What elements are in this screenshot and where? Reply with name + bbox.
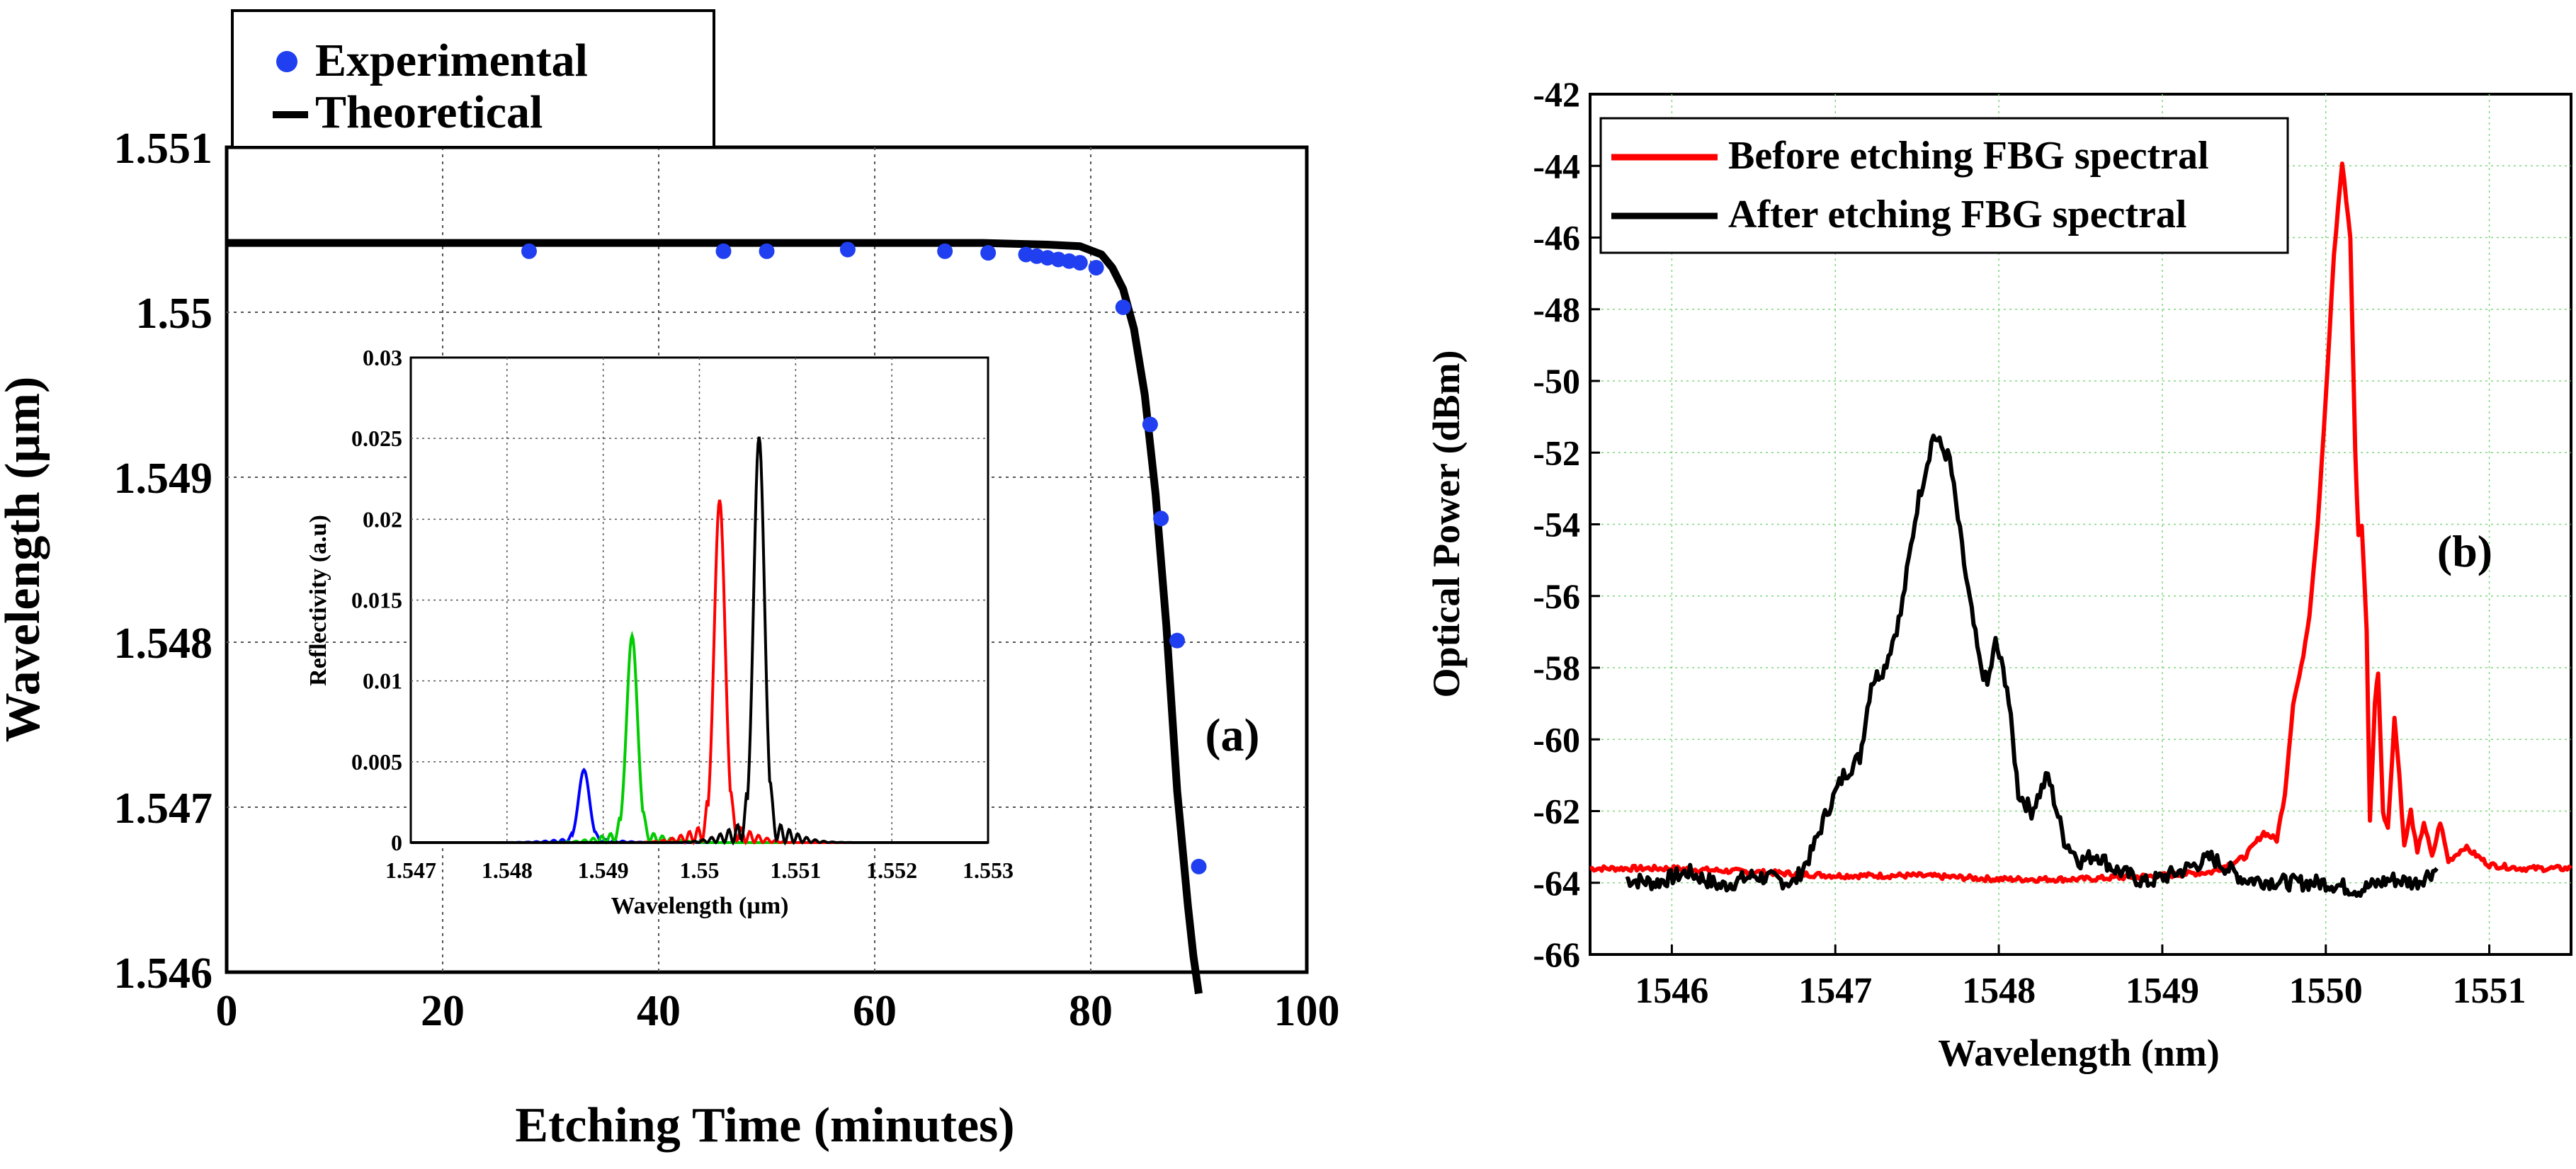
- after-etching-line: [1625, 433, 2439, 899]
- panel-a: 0 20 40 60 80 100 1.5461.5471.5481.5491.551.5…: [0, 9, 1340, 1153]
- experimental-point: [1115, 300, 1131, 316]
- panel-b-y-axis-title: Optical Power (dBm): [1425, 350, 1468, 698]
- panel-b: 1546 1547 1548 1549 1550 1551 -66 -64 -62 -60 -58…: [1425, 74, 2572, 1074]
- panel-b-x-tick: 1550: [2289, 971, 2363, 1011]
- legend-experimental-marker: [276, 51, 297, 72]
- panel-b-y-tick: -56: [1533, 576, 1580, 616]
- panel-b-x-tick: 1551: [2453, 971, 2526, 1011]
- inset-grid: [411, 358, 988, 843]
- experimental-point: [839, 241, 856, 258]
- inset-x-axis-title: Wavelength (µm): [611, 893, 789, 919]
- experimental-point: [1072, 255, 1088, 271]
- panel-a-y-tick: 1.55: [136, 290, 213, 338]
- experimental-point: [937, 243, 953, 259]
- panel-b-y-tick: -44: [1533, 146, 1580, 186]
- panel-b-y-tick: -62: [1533, 792, 1580, 831]
- inset-y-tick: 0.03: [363, 345, 402, 370]
- inset-x-tick: 1.552: [866, 857, 917, 883]
- inset-y-tick: 0.02: [363, 506, 402, 532]
- panel-b-y-tick: -58: [1533, 648, 1580, 688]
- panel-a-x-tick: 40: [637, 987, 681, 1035]
- panel-b-y-tick: -42: [1533, 74, 1580, 114]
- panel-a-x-tick: 60: [853, 987, 897, 1035]
- panel-b-y-tick: -64: [1533, 863, 1580, 903]
- inset-y-axis-title: Reflectivity (a.u): [305, 515, 331, 686]
- inset-line-black: [411, 436, 988, 846]
- inset-y-tick: 0: [391, 830, 402, 855]
- panel-a-x-tick: 100: [1274, 987, 1340, 1035]
- panel-b-x-tick: 1547: [1798, 971, 1872, 1011]
- panel-a-y-tick: 1.547: [114, 785, 213, 833]
- inset-x-tick: 1.553: [963, 857, 1014, 883]
- inset-y-tick: 0.025: [351, 426, 402, 451]
- panel-b-y-tick: -48: [1533, 290, 1580, 329]
- panel-b-x-tick: 1546: [1635, 971, 1708, 1011]
- panel-b-y-tick: -66: [1533, 935, 1580, 974]
- experimental-point: [759, 243, 775, 259]
- panel-b-label: (b): [2437, 526, 2492, 576]
- legend-theoretical-label: Theoretical: [315, 86, 543, 138]
- experimental-point: [1142, 416, 1158, 433]
- experimental-point: [715, 243, 732, 259]
- panel-a-y-tick-labels: 1.546 1.547 1.548 1.549 1.55 1.551: [114, 125, 213, 998]
- inset-y-tick: 0.005: [351, 749, 402, 775]
- panel-a-y-tick: 1.549: [114, 455, 213, 503]
- panel-a-x-tick: 0: [216, 987, 238, 1035]
- legend-after-label: After etching FBG spectral: [1728, 193, 2186, 236]
- panel-a-y-tick: 1.551: [114, 125, 213, 173]
- panel-b-x-tick: 1548: [1962, 971, 2036, 1011]
- panel-b-legend: Before etching FBG spectral After etchin…: [1599, 117, 2289, 254]
- panel-a-x-tick-labels: 0 20 40 60 80 100: [216, 987, 1340, 1035]
- inset-x-tick: 1.55: [680, 857, 720, 883]
- inset-x-tick: 1.551: [770, 857, 821, 883]
- legend-before-label: Before etching FBG spectral: [1728, 134, 2209, 178]
- panel-a-legend: Experimental Theoretical: [231, 9, 715, 149]
- inset-y-tick-labels: 0 0.005 0.01 0.015 0.02 0.025 0.03: [351, 345, 402, 855]
- experimental-point: [1169, 632, 1185, 649]
- panel-b-y-tick: -52: [1533, 433, 1580, 472]
- panel-a-y-tick: 1.546: [114, 950, 213, 998]
- inset-y-tick: 0.01: [363, 668, 402, 694]
- panel-a-x-tick: 20: [421, 987, 465, 1035]
- experimental-point: [1088, 260, 1104, 276]
- panel-a-x-tick: 80: [1069, 987, 1113, 1035]
- panel-a-y-axis-title: Wavelength (µm): [0, 377, 50, 743]
- panel-b-y-tick: -50: [1533, 361, 1580, 401]
- panel-a-legend-box: [231, 9, 715, 149]
- panel-b-y-tick: -46: [1533, 218, 1580, 258]
- experimental-point: [1191, 858, 1207, 874]
- experimental-point: [1153, 511, 1169, 527]
- experimental-point: [980, 245, 997, 261]
- panel-b-series: [1589, 161, 2572, 899]
- inset-x-tick: 1.548: [482, 857, 533, 883]
- panel-b-legend-box: [1599, 117, 2289, 254]
- panel-b-x-axis-title: Wavelength (nm): [1938, 1032, 2220, 1074]
- panel-a-x-axis-title: Etching Time (minutes): [515, 1098, 1014, 1153]
- inset-series: [411, 436, 988, 846]
- panel-b-y-tick: -60: [1533, 719, 1580, 759]
- inset-x-tick: 1.547: [385, 857, 436, 883]
- inset-x-tick: 1.549: [578, 857, 629, 883]
- panel-a-experimental-series: [521, 241, 1207, 874]
- panel-b-y-tick-labels: -66 -64 -62 -60 -58 -56 -54 -52 -50 -48 -46 -44 -42: [1533, 74, 1580, 974]
- panel-a-y-tick: 1.548: [114, 620, 213, 668]
- inset-x-tick-labels: 1.547 1.548 1.549 1.55 1.551 1.552 1.553: [385, 857, 1014, 883]
- inset-y-tick: 0.015: [351, 588, 402, 613]
- panel-b-y-tick: -54: [1533, 505, 1580, 544]
- panel-b-x-tick-labels: 1546 1547 1548 1549 1550 1551: [1635, 971, 2526, 1011]
- experimental-point: [521, 243, 537, 259]
- panel-a-inset: 1.547 1.548 1.549 1.55 1.551 1.552 1.553 0 0.00…: [305, 345, 1014, 919]
- panel-b-x-tick: 1549: [2126, 971, 2199, 1011]
- panel-a-label: (a): [1205, 709, 1260, 761]
- legend-experimental-label: Experimental: [315, 35, 588, 86]
